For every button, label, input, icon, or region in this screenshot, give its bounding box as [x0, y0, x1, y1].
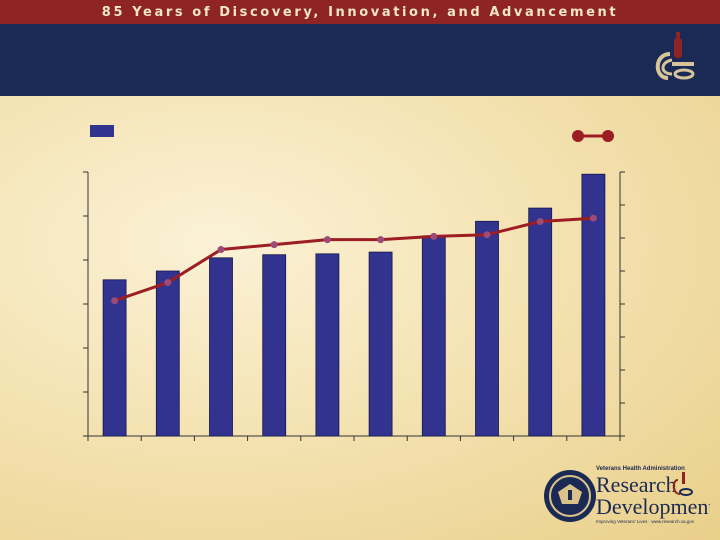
line-point	[270, 241, 278, 249]
series-line	[114, 216, 594, 303]
bar	[581, 173, 606, 437]
line-point	[323, 236, 331, 244]
top-banner: 85 Years of Discovery, Innovation, and A…	[0, 0, 720, 24]
bar	[421, 235, 446, 437]
bar	[262, 254, 287, 437]
bar	[102, 279, 127, 437]
org-line: Veterans Health Administration	[596, 466, 685, 472]
bar	[475, 220, 499, 437]
microscope-logo-icon	[655, 32, 695, 80]
legend-line-swatch	[572, 130, 614, 142]
line-point	[430, 232, 438, 240]
chart-line-series	[111, 214, 597, 305]
brand-word-development: Development	[596, 494, 710, 519]
research-development-logo: Veterans Health Administration Research …	[544, 466, 710, 524]
bar	[368, 251, 393, 437]
bar	[528, 207, 553, 437]
tagline: Improving Veterans' Lives · www.research…	[596, 519, 695, 524]
bar	[155, 270, 180, 437]
bar	[315, 253, 340, 437]
banner-title: 85 Years of Discovery, Innovation, and A…	[101, 4, 619, 20]
line-point	[483, 231, 491, 239]
brand-word-research: Research	[596, 472, 677, 497]
bar	[209, 257, 233, 437]
legend-bar-swatch	[90, 125, 114, 137]
line-point	[589, 214, 597, 222]
line-point	[536, 218, 544, 225]
chart-bars	[102, 173, 606, 437]
title-band	[0, 24, 720, 96]
line-point	[377, 236, 385, 244]
line-point	[111, 297, 119, 305]
line-point	[217, 246, 225, 254]
line-point	[164, 279, 172, 287]
